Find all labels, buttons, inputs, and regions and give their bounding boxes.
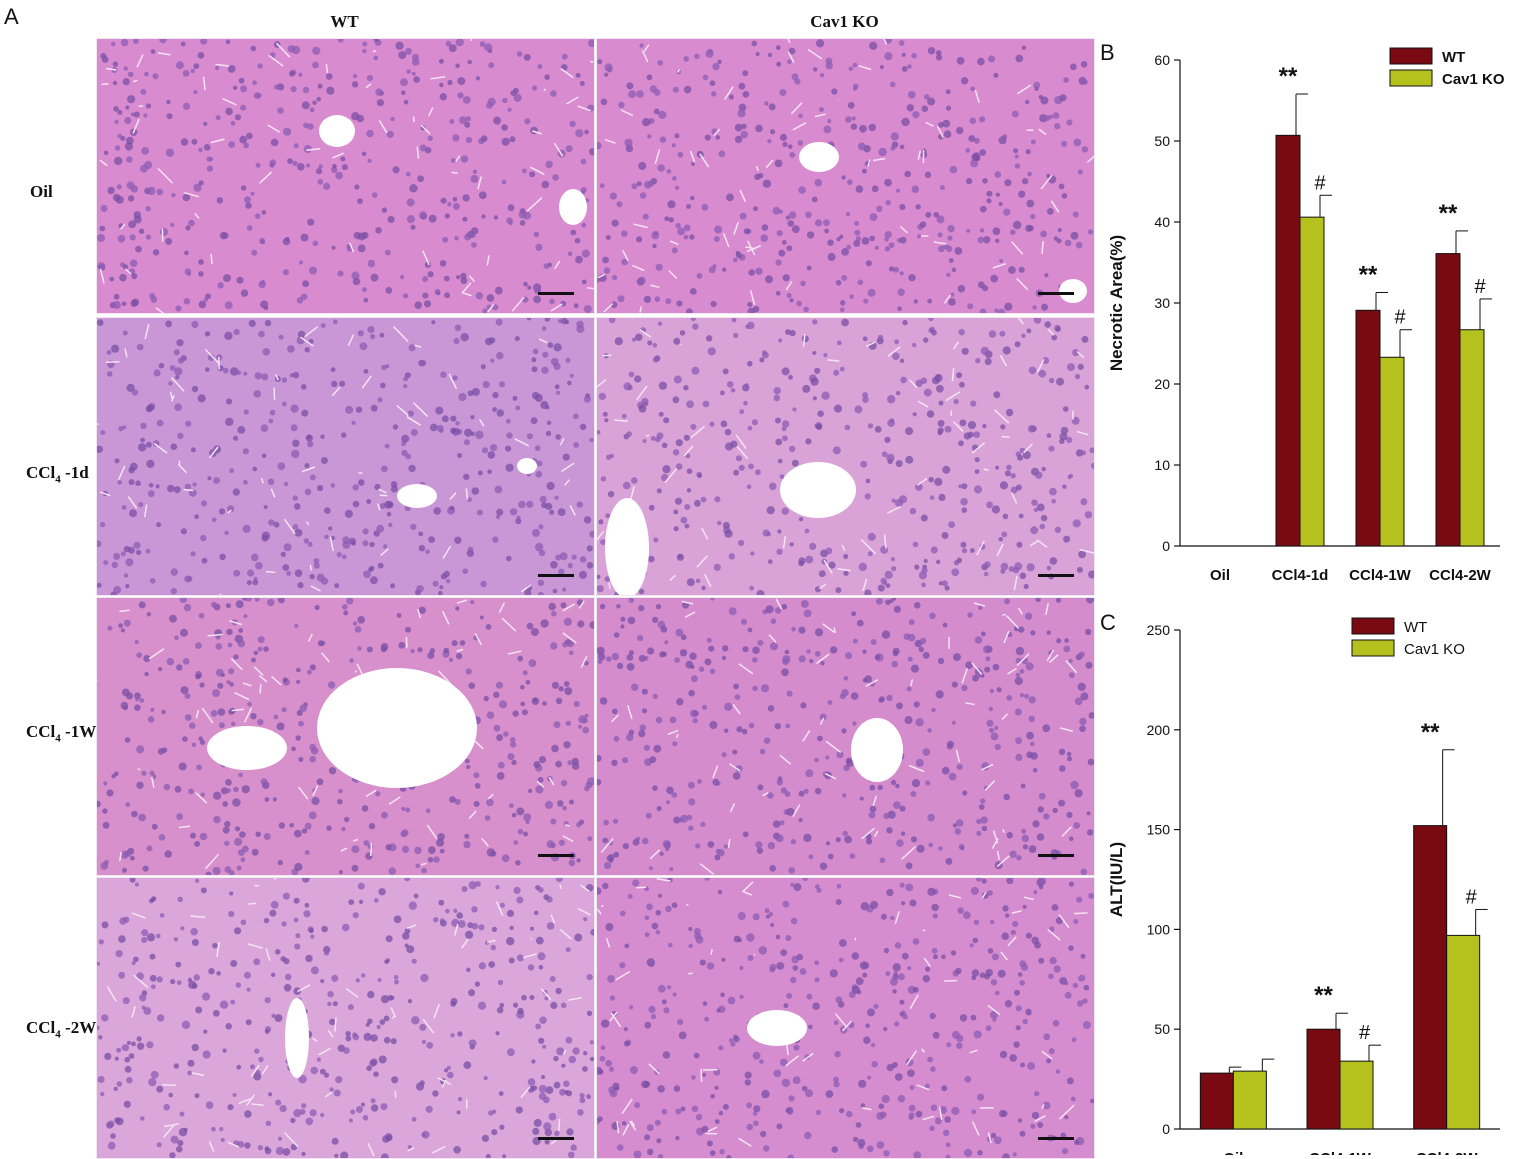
row-label-ccl4-1d: CCl4 -1d	[26, 463, 89, 486]
scale-bar	[538, 1137, 574, 1140]
scale-bar	[538, 574, 574, 577]
y-tick-label: 20	[1154, 376, 1170, 392]
x-tick-label: CCl4-1d	[1272, 567, 1329, 584]
bar-wt	[1413, 825, 1448, 1130]
panel-letter-b: B	[1100, 40, 1115, 65]
x-tick-label: Oil	[1210, 567, 1230, 584]
y-tick-label: 0	[1162, 538, 1170, 554]
significance-mark-wt: **	[1359, 261, 1378, 288]
scale-bar	[1038, 574, 1074, 577]
y-tick-label: 100	[1147, 921, 1171, 937]
chart-alt: C 0 50 100 150 200 250 ALT(IU/L) Oil ** # CCl4-1W **…	[1100, 610, 1500, 1155]
row-label-ccl4-2w: CCl4 -2W	[26, 1018, 97, 1041]
x-tick-label: Oil	[1223, 1150, 1243, 1155]
scale-bar	[1038, 854, 1074, 857]
y-tick-label: 30	[1154, 295, 1170, 311]
significance-mark-ko: #	[1314, 172, 1326, 194]
micrograph-wt-row-2	[96, 317, 595, 596]
legend-swatch-cav1-ko	[1351, 639, 1395, 657]
bar-cav1-ko	[1379, 356, 1405, 547]
micrograph-cav1-ko-row-3	[596, 597, 1095, 876]
micrograph-wt-row-3	[96, 597, 595, 876]
micrograph-cav1-ko-row-1	[596, 38, 1095, 314]
panel-a-letter: A	[4, 4, 19, 29]
x-tick-label: CCl4-2W	[1416, 1150, 1479, 1155]
y-tick-label: 60	[1154, 52, 1170, 68]
bar-wt	[1199, 1072, 1234, 1130]
bar-cav1-ko	[1339, 1060, 1374, 1130]
legend-label-cav1-ko: Cav1 KO	[1404, 641, 1465, 658]
y-tick-label: 50	[1154, 1021, 1170, 1037]
row-label-ccl4-1w: CCl4 -1W	[26, 722, 97, 745]
legend-swatch-wt	[1389, 47, 1433, 65]
bar-wt	[1306, 1028, 1341, 1130]
legend-swatch-wt	[1351, 617, 1395, 635]
y-tick-label: 250	[1147, 622, 1171, 638]
panel-letter-c: C	[1100, 610, 1116, 635]
legend-label-wt: WT	[1404, 619, 1427, 636]
significance-mark-wt: **	[1279, 63, 1298, 90]
x-tick-label: CCl4-1W	[1309, 1150, 1372, 1155]
y-tick-label: 0	[1162, 1121, 1170, 1137]
scale-bar	[538, 854, 574, 857]
significance-mark-wt: **	[1421, 719, 1440, 746]
legend-label-wt: WT	[1442, 49, 1465, 66]
y-tick-label: 10	[1154, 457, 1170, 473]
significance-mark-wt: **	[1439, 200, 1458, 227]
scale-bar	[1038, 1137, 1074, 1140]
chart-necrotic-area: B 0 10 20 30 40 50 60 Necrotic Area(%) Oil ** # CCl4…	[1100, 40, 1505, 584]
bar-wt	[1435, 253, 1461, 547]
y-tick-label: 150	[1147, 822, 1171, 838]
legend-label-cav1-ko: Cav1 KO	[1442, 71, 1505, 88]
legend-swatch-cav1-ko	[1389, 69, 1433, 87]
x-tick-label: CCl4-2W	[1429, 567, 1492, 584]
bar-cav1-ko	[1459, 329, 1485, 547]
scale-bar	[538, 292, 574, 295]
significance-mark-ko: #	[1359, 1022, 1371, 1044]
micrograph-cav1-ko-row-4	[596, 877, 1095, 1159]
column-header-wt: WT	[330, 12, 359, 31]
y-axis-label: ALT(IU/L)	[1107, 842, 1126, 917]
bar-cav1-ko	[1299, 216, 1325, 547]
x-tick-label: CCl4-1W	[1349, 567, 1412, 584]
significance-mark-ko: #	[1466, 886, 1478, 908]
row-label-oil: Oil	[30, 182, 53, 201]
bar-cav1-ko	[1446, 934, 1481, 1130]
bar-wt	[1355, 309, 1381, 547]
micrograph-wt-row-1	[96, 38, 595, 314]
micrograph-wt-row-4	[96, 877, 595, 1159]
scale-bar	[1038, 292, 1074, 295]
y-axis-label: Necrotic Area(%)	[1107, 235, 1126, 371]
y-tick-label: 50	[1154, 133, 1170, 149]
significance-mark-wt: **	[1314, 982, 1333, 1009]
y-tick-label: 200	[1147, 722, 1171, 738]
significance-mark-ko: #	[1394, 307, 1406, 329]
bar-cav1-ko	[1232, 1070, 1267, 1130]
micrograph-cav1-ko-row-2	[596, 317, 1095, 596]
column-header-cav1-ko: Cav1 KO	[810, 12, 879, 31]
bar-wt	[1275, 134, 1301, 547]
significance-mark-ko: #	[1474, 276, 1486, 298]
y-tick-label: 40	[1154, 214, 1170, 230]
